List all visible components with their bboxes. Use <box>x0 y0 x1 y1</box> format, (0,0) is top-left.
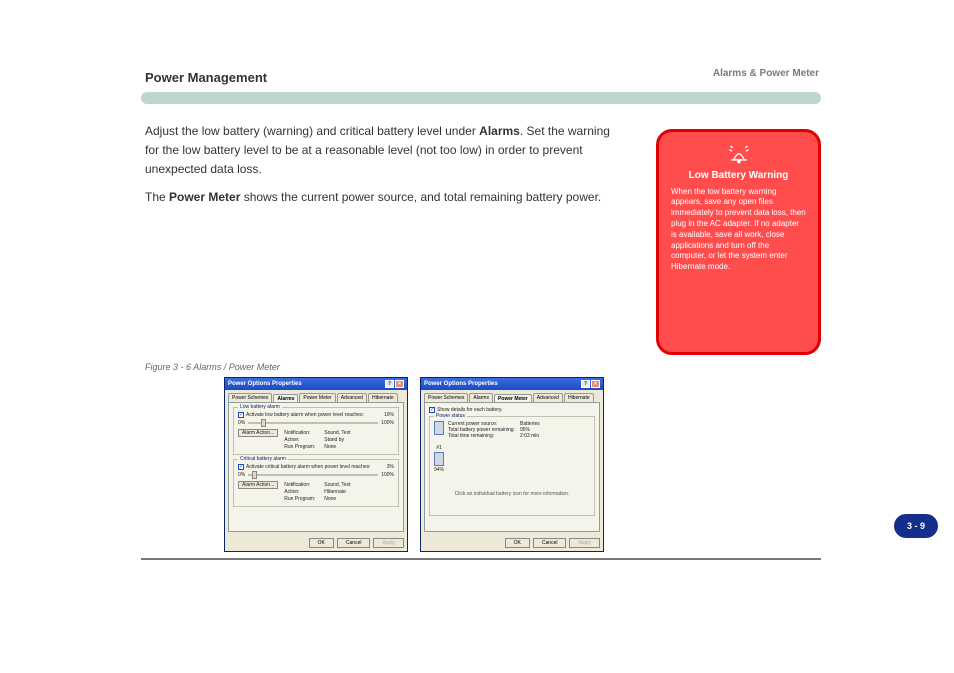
power-options-dialog-alarms: Power Options Properties ? × Power Schem… <box>224 377 408 552</box>
dialog-titlebar[interactable]: Power Options Properties ? × <box>421 378 603 390</box>
low-kv-action-v: Stand by <box>324 437 344 443</box>
critical-alarm-checkbox-label: Activate critical battery alarm when pow… <box>246 464 371 470</box>
ok-button[interactable]: OK <box>309 538 334 548</box>
warning-callout: Low Battery Warning When the low battery… <box>656 129 821 355</box>
tab-hibernate[interactable]: Hibernate <box>368 393 398 402</box>
paragraph-2: The Power Meter shows the current power … <box>145 188 625 207</box>
critical-battery-slider[interactable] <box>248 474 378 476</box>
paragraph-1: Adjust the low battery (warning) and cri… <box>145 122 625 180</box>
critical-alarm-percent: 3% <box>387 464 394 470</box>
low-slider-max: 100% <box>381 420 394 426</box>
dialog-footer-buttons: OK Cancel Apply <box>309 538 404 548</box>
tab-power-schemes[interactable]: Power Schemes <box>424 393 468 402</box>
crit-kv-run-k: Run Program: <box>284 496 324 502</box>
dialog-title: Power Options Properties <box>228 381 302 387</box>
help-icon[interactable]: ? <box>385 380 394 388</box>
critical-slider-max: 100% <box>381 472 394 478</box>
header-right-text: Alarms & Power Meter <box>713 68 819 79</box>
tab-power-schemes[interactable]: Power Schemes <box>228 393 272 402</box>
battery-1-icon[interactable] <box>434 452 444 466</box>
low-kv-run-v: None <box>324 444 336 450</box>
cancel-button[interactable]: Cancel <box>533 538 567 548</box>
dialog-titlebar[interactable]: Power Options Properties ? × <box>225 378 407 390</box>
critical-alarm-action-button[interactable]: Alarm Action... <box>238 481 278 489</box>
figure-caption: Figure 3 - 6 Alarms / Power Meter <box>145 362 280 372</box>
low-battery-group-title: Low battery alarm <box>238 404 282 410</box>
critical-battery-group-title: Critical battery alarm <box>238 456 288 462</box>
footer-rule <box>141 558 821 560</box>
tab-strip: Power Schemes Alarms Power Meter Advance… <box>228 393 404 402</box>
header-separator-bar <box>141 92 821 104</box>
low-slider-min: 0% <box>238 420 245 426</box>
power-status-group: Power status Current power source:Batter… <box>429 416 595 516</box>
p2-bold: Power Meter <box>169 190 240 204</box>
low-alarm-action-button[interactable]: Alarm Action... <box>238 429 278 437</box>
power-meter-footnote: Click an individual battery icon for mor… <box>430 491 594 497</box>
section-title: Power Management <box>145 70 267 85</box>
dialog-title: Power Options Properties <box>424 381 498 387</box>
critical-alarm-checkbox[interactable] <box>238 464 244 470</box>
low-alarm-percent: 10% <box>384 412 394 418</box>
dialog-footer-buttons: OK Cancel Apply <box>505 538 600 548</box>
pm-time-v: 2:03 min <box>520 433 539 439</box>
critical-battery-group: Critical battery alarm Activate critical… <box>233 459 399 507</box>
body-text-block: Adjust the low battery (warning) and cri… <box>145 122 625 215</box>
tab-alarms[interactable]: Alarms <box>469 393 493 402</box>
crit-kv-action-v: Hibernate <box>324 489 346 495</box>
crit-kv-action-k: Action: <box>284 489 324 495</box>
tab-hibernate[interactable]: Hibernate <box>564 393 594 402</box>
low-battery-slider[interactable] <box>248 422 378 424</box>
critical-slider-min: 0% <box>238 472 245 478</box>
close-icon[interactable]: × <box>395 380 404 388</box>
low-battery-group: Low battery alarm Activate low battery a… <box>233 407 399 455</box>
crit-kv-notification-v: Sound, Text <box>324 482 350 488</box>
low-kv-notification-v: Sound, Text <box>324 430 350 436</box>
apply-button[interactable]: Apply <box>373 538 404 548</box>
low-kv-run-k: Run Program: <box>284 444 324 450</box>
battery-index-label: #1 <box>434 445 444 451</box>
battery-1-percent: 94% <box>434 467 444 473</box>
tab-panel-power-meter: Show details for each battery. Power sta… <box>424 402 600 532</box>
warning-body-text: When the low battery warning appears, sa… <box>671 187 806 273</box>
p1-bold: Alarms <box>479 124 520 138</box>
low-slider-thumb[interactable] <box>261 419 266 427</box>
page-number-badge: 3 - 9 <box>894 514 938 538</box>
close-icon[interactable]: × <box>591 380 600 388</box>
low-alarm-checkbox[interactable] <box>238 412 244 418</box>
power-status-group-title: Power status <box>434 413 467 419</box>
tab-advanced[interactable]: Advanced <box>337 393 367 402</box>
tab-strip: Power Schemes Alarms Power Meter Advance… <box>424 393 600 402</box>
low-alarm-checkbox-label: Activate low battery alarm when power le… <box>246 412 364 418</box>
apply-button[interactable]: Apply <box>569 538 600 548</box>
tab-advanced[interactable]: Advanced <box>533 393 563 402</box>
alarm-bell-icon <box>671 142 806 167</box>
critical-slider-thumb[interactable] <box>252 471 257 479</box>
ok-button[interactable]: OK <box>505 538 530 548</box>
low-kv-action-k: Action: <box>284 437 324 443</box>
p2-text-a: The <box>145 190 169 204</box>
low-kv-notification-k: Notification: <box>284 430 324 436</box>
warning-title: Low Battery Warning <box>671 169 806 183</box>
cancel-button[interactable]: Cancel <box>337 538 371 548</box>
power-options-dialog-power-meter: Power Options Properties ? × Power Schem… <box>420 377 604 552</box>
tab-power-meter[interactable]: Power Meter <box>299 393 335 402</box>
tab-panel-alarms: Low battery alarm Activate low battery a… <box>228 402 404 532</box>
p2-text-b: shows the current power source, and tota… <box>240 190 601 204</box>
crit-kv-run-v: None <box>324 496 336 502</box>
crit-kv-notification-k: Notification: <box>284 482 324 488</box>
pm-time-k: Total time remaining: <box>448 433 520 439</box>
help-icon[interactable]: ? <box>581 380 590 388</box>
battery-summary-icon <box>434 421 444 435</box>
p1-text-a: Adjust the low battery (warning) and cri… <box>145 124 479 138</box>
